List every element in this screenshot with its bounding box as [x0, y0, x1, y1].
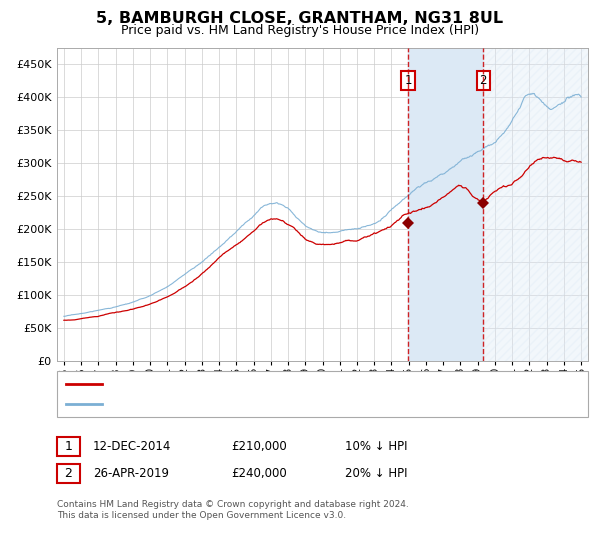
Text: 1: 1	[404, 74, 412, 87]
Text: 1: 1	[64, 440, 73, 454]
Text: HPI: Average price, detached house, South Kesteven: HPI: Average price, detached house, Sout…	[106, 399, 394, 409]
Text: 10% ↓ HPI: 10% ↓ HPI	[345, 440, 407, 454]
Text: 26-APR-2019: 26-APR-2019	[93, 466, 169, 480]
Text: 5, BAMBURGH CLOSE, GRANTHAM, NG31 8UL: 5, BAMBURGH CLOSE, GRANTHAM, NG31 8UL	[97, 11, 503, 26]
Text: £240,000: £240,000	[231, 466, 287, 480]
Text: 12-DEC-2014: 12-DEC-2014	[93, 440, 172, 454]
Text: Price paid vs. HM Land Registry's House Price Index (HPI): Price paid vs. HM Land Registry's House …	[121, 24, 479, 36]
Text: 5, BAMBURGH CLOSE, GRANTHAM, NG31 8UL (detached house): 5, BAMBURGH CLOSE, GRANTHAM, NG31 8UL (d…	[106, 379, 455, 389]
Text: £210,000: £210,000	[231, 440, 287, 454]
Bar	[408, 48, 484, 361]
Text: 20% ↓ HPI: 20% ↓ HPI	[345, 466, 407, 480]
Text: 2: 2	[479, 74, 487, 87]
Text: Contains HM Land Registry data © Crown copyright and database right 2024.
This d: Contains HM Land Registry data © Crown c…	[57, 500, 409, 520]
Text: 2: 2	[64, 466, 73, 480]
Bar	[484, 48, 590, 361]
